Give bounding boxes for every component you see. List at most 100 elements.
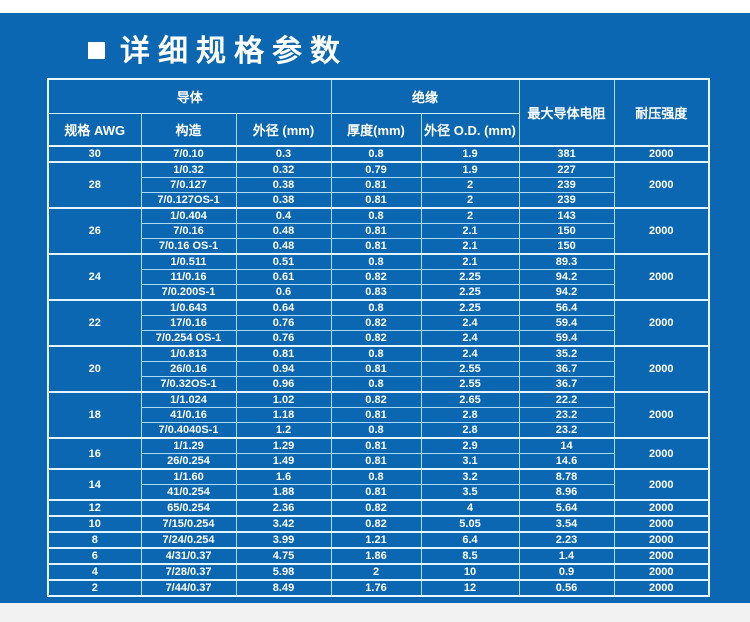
awg-cell: 12 [47, 499, 142, 517]
value-cell: 2 [420, 207, 520, 224]
value-cell: 23.2 [518, 407, 615, 423]
value-cell: 36.7 [518, 361, 615, 377]
value-cell: 0.56 [518, 579, 615, 597]
value-cell: 2.25 [420, 269, 520, 285]
value-cell: 26/0.16 [140, 361, 237, 377]
value-cell: 2.23 [518, 531, 615, 549]
column-header: 构造 [140, 112, 237, 147]
value-cell: 143 [518, 207, 615, 224]
value-cell: 14.6 [518, 453, 615, 470]
value-cell: 0.76 [235, 330, 332, 347]
value-cell: 22.2 [518, 391, 615, 408]
value-cell: 36.7 [518, 376, 615, 393]
voltage-cell: 2000 [613, 579, 710, 597]
value-cell: 0.76 [235, 315, 332, 331]
value-cell: 7/0.127OS-1 [140, 192, 237, 209]
value-cell: 7/44/0.37 [140, 579, 237, 597]
value-cell: 7/0.4040S-1 [140, 422, 237, 439]
value-cell: 2.4 [420, 345, 520, 362]
value-cell: 0.82 [330, 499, 422, 517]
value-cell: 3.42 [235, 515, 332, 533]
value-cell: 0.81 [330, 223, 422, 239]
awg-cell: 8 [47, 531, 142, 549]
value-cell: 0.82 [330, 515, 422, 533]
value-cell: 65/0.254 [140, 499, 237, 517]
awg-cell: 10 [47, 515, 142, 533]
value-cell: 7/0.127 [140, 177, 237, 193]
value-cell: 1.2 [235, 422, 332, 439]
value-cell: 0.81 [330, 361, 422, 377]
voltage-cell: 2000 [613, 499, 710, 517]
value-cell: 2.9 [420, 437, 520, 454]
value-cell: 1/0.643 [140, 299, 237, 316]
value-cell: 239 [518, 192, 615, 209]
table-row: 7/0.127OS-1 0.38 0.81 2 239 [48, 192, 709, 209]
value-cell: 0.8 [330, 376, 422, 393]
value-cell: 1.9 [420, 145, 520, 163]
value-cell: 10 [420, 563, 520, 581]
table-row: 41/0.254 1.88 0.81 3.5 8.96 [48, 484, 709, 501]
voltage-cell: 2000 [613, 437, 710, 470]
value-cell: 1.76 [330, 579, 422, 597]
value-cell: 227 [518, 161, 615, 178]
value-cell: 23.2 [518, 422, 615, 439]
value-cell: 7/0.32OS-1 [140, 376, 237, 393]
value-cell: 8.78 [518, 468, 615, 485]
value-cell: 2.25 [420, 299, 520, 316]
value-cell: 4/31/0.37 [140, 547, 237, 565]
top-bar [0, 0, 750, 13]
value-cell: 11/0.16 [140, 269, 237, 285]
table-row: 30 7/0.10 0.3 0.8 1.9 381 2000 [47, 145, 710, 163]
value-cell: 0.3 [235, 145, 332, 163]
value-cell: 2.8 [420, 422, 520, 439]
value-cell: 2.4 [420, 315, 520, 331]
value-cell: 0.79 [330, 161, 422, 178]
column-header: 外径 O.D. (mm) [420, 112, 520, 147]
value-cell: 7/0.200S-1 [140, 284, 237, 301]
value-cell: 12 [420, 579, 520, 597]
value-cell: 56.4 [518, 299, 615, 316]
content-area: 详细规格参数 导体 绝缘 最大导体电阻 耐压强度 规格 AWG 构造 外径 (mm) 厚度(m… [0, 13, 750, 603]
table-row: 2 7/44/0.37 8.49 1.76 12 0.56 2000 [47, 579, 710, 597]
value-cell: 7/24/0.254 [140, 531, 237, 549]
value-cell: 0.48 [235, 238, 332, 255]
value-cell: 0.8 [330, 145, 422, 163]
value-cell: 0.4 [235, 207, 332, 224]
value-cell: 0.82 [330, 269, 422, 285]
value-cell: 3.2 [420, 468, 520, 485]
value-cell: 0.82 [330, 315, 422, 331]
value-cell: 3.54 [518, 515, 615, 533]
value-cell: 150 [518, 238, 615, 255]
table-row: 26/0.254 1.49 0.81 3.1 14.6 [48, 453, 709, 470]
value-cell: 1/0.813 [140, 345, 237, 362]
value-cell: 1.29 [235, 437, 332, 454]
table-row: 7/0.16 OS-1 0.48 0.81 2.1 150 [48, 238, 709, 255]
voltage-cell: 2000 [613, 145, 710, 163]
awg-cell: 30 [47, 145, 142, 163]
awg-cell: 24 [47, 253, 142, 301]
column-group-header: 耐压强度 [613, 78, 710, 147]
awg-cell: 16 [47, 437, 142, 470]
value-cell: 0.83 [330, 284, 422, 301]
table-row: 17/0.16 0.76 0.82 2.4 59.4 [48, 315, 709, 331]
value-cell: 2.8 [420, 407, 520, 423]
column-group-header: 最大导体电阻 [518, 78, 615, 147]
value-cell: 0.94 [235, 361, 332, 377]
value-cell: 8.5 [420, 547, 520, 565]
value-cell: 7/0.10 [140, 145, 237, 163]
value-cell: 0.8 [330, 299, 422, 316]
value-cell: 1.21 [330, 531, 422, 549]
value-cell: 1.02 [235, 391, 332, 408]
value-cell: 150 [518, 223, 615, 239]
value-cell: 1.88 [235, 484, 332, 501]
column-group-header: 绝缘 [330, 78, 520, 114]
value-cell: 2.25 [420, 284, 520, 301]
awg-cell: 14 [47, 468, 142, 501]
value-cell: 41/0.16 [140, 407, 237, 423]
value-cell: 0.8 [330, 468, 422, 485]
value-cell: 0.81 [330, 407, 422, 423]
value-cell: 239 [518, 177, 615, 193]
value-cell: 0.8 [330, 345, 422, 362]
awg-cell: 28 [47, 161, 142, 209]
value-cell: 4.75 [235, 547, 332, 565]
